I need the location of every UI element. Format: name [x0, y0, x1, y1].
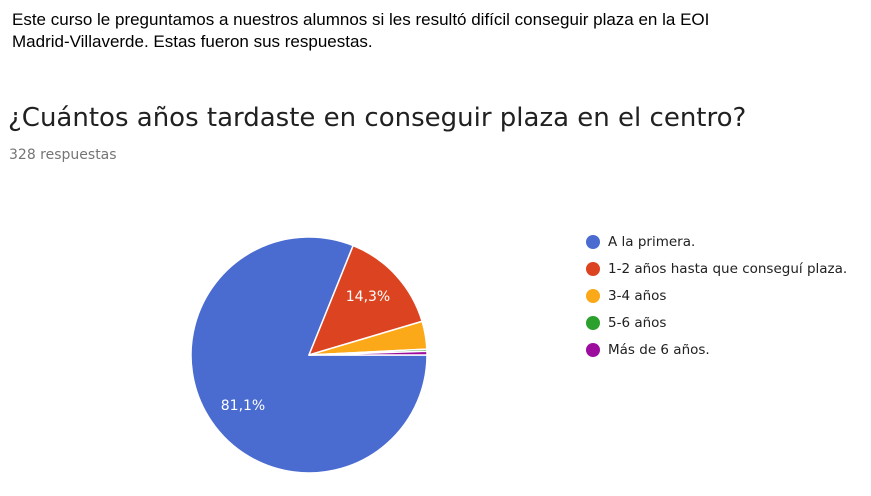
question-title: ¿Cuántos años tardaste en conseguir plaz…: [8, 103, 747, 133]
chart-legend: A la primera. 1-2 años hasta que conseguí…: [586, 228, 847, 363]
legend-label-0: A la primera.: [608, 233, 696, 250]
legend-swatch-1: [586, 261, 600, 276]
legend-swatch-3: [586, 315, 600, 330]
legend-item-3: 5-6 años: [586, 309, 847, 336]
legend-item-2: 3-4 años: [586, 282, 847, 309]
legend-item-1: 1-2 años hasta que conseguí plaza.: [586, 255, 847, 282]
legend-swatch-0: [586, 234, 600, 249]
pie-slice-4: [308, 350, 428, 356]
response-count: 328 respuestas: [9, 147, 117, 163]
legend-swatch-4: [586, 342, 600, 357]
pie-slice-1: [308, 244, 423, 356]
legend-label-4: Más de 6 años.: [608, 341, 710, 358]
pie-slice-0: [190, 236, 428, 474]
legend-label-1: 1-2 años hasta que conseguí plaza.: [608, 260, 848, 277]
intro-line-2: Madrid-Villaverde. Estas fueron sus resp…: [12, 32, 373, 51]
legend-item-4: Más de 6 años.: [586, 336, 847, 363]
intro-line-1: Este curso le preguntamos a nuestros alu…: [12, 10, 710, 29]
pie-data-label-1: 14,3%: [346, 289, 390, 305]
intro-text: Este curso le preguntamos a nuestros alu…: [12, 9, 852, 53]
legend-label-2: 3-4 años: [608, 287, 667, 304]
legend-label-3: 5-6 años: [608, 314, 667, 331]
legend-item-0: A la primera.: [586, 228, 847, 255]
legend-swatch-2: [586, 288, 600, 303]
pie-data-label-0: 81,1%: [221, 398, 265, 414]
